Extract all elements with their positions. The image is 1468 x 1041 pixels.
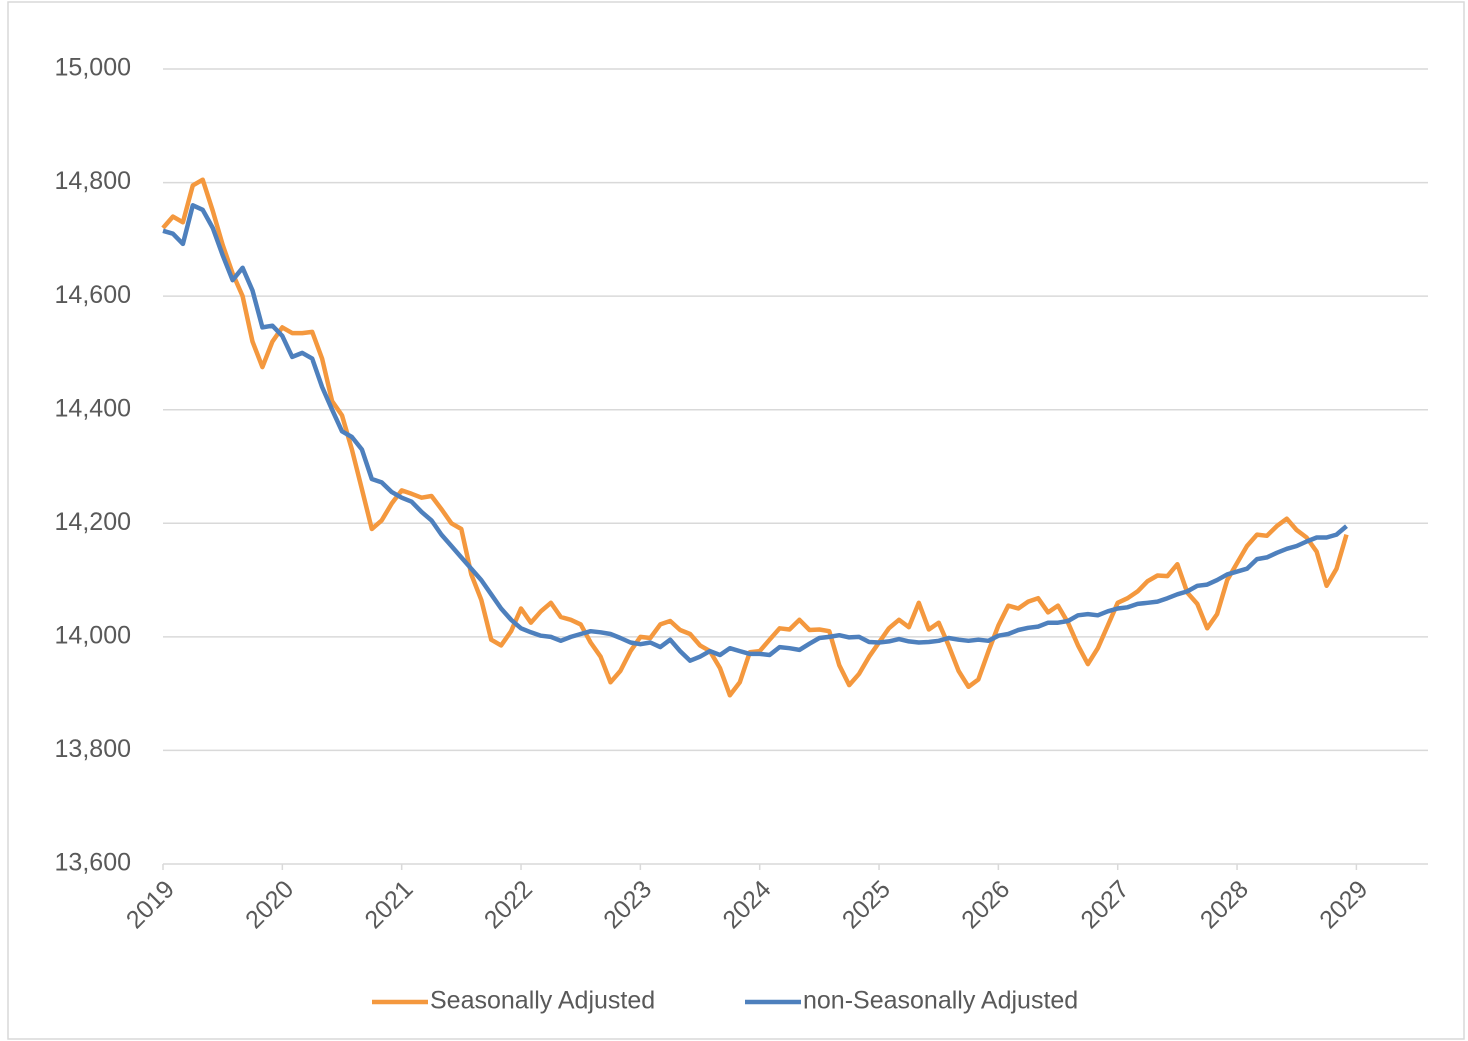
y-tick-label: 14,400 [55, 394, 131, 422]
y-tick-label: 13,800 [55, 735, 131, 763]
y-tick-label: 15,000 [55, 54, 131, 82]
y-tick-label: 14,800 [55, 167, 131, 195]
y-tick-label: 14,600 [55, 281, 131, 309]
chart-border [7, 1, 1465, 1040]
y-tick-label: 14,200 [55, 508, 131, 536]
y-tick-label: 14,000 [55, 621, 131, 649]
legend-label: Seasonally Adjusted [430, 987, 655, 1015]
legend-label: non-Seasonally Adjusted [803, 987, 1078, 1015]
series-line [162, 203, 1348, 663]
y-tick-label: 13,600 [55, 849, 131, 877]
